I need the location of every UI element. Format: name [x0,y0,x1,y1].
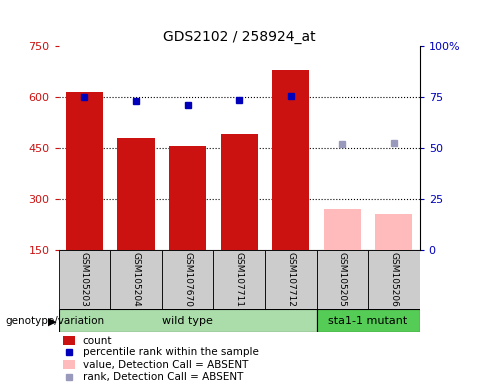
Bar [62,360,75,369]
Text: ▶: ▶ [48,316,56,326]
Text: value, Detection Call = ABSENT: value, Detection Call = ABSENT [82,359,248,369]
Bar [265,250,317,309]
Text: percentile rank within the sample: percentile rank within the sample [82,347,259,357]
Text: GSM107712: GSM107712 [286,252,295,307]
Bar [118,138,155,250]
Bar [317,250,368,309]
Title: GDS2102 / 258924_at: GDS2102 / 258924_at [163,30,315,44]
Text: sta1-1 mutant: sta1-1 mutant [328,316,407,326]
Bar [375,214,412,250]
Text: count: count [82,336,112,346]
Text: GSM107670: GSM107670 [183,252,192,307]
Bar [59,309,317,332]
Bar [162,250,213,309]
Bar [62,336,75,345]
Bar [368,250,420,309]
Bar [272,70,309,250]
Bar [221,134,258,250]
Bar [324,209,361,250]
Bar [213,250,265,309]
Bar [169,146,206,250]
Bar [317,309,420,332]
Bar [110,250,162,309]
Text: GSM107711: GSM107711 [235,252,244,307]
Text: rank, Detection Call = ABSENT: rank, Detection Call = ABSENT [82,371,243,382]
Text: GSM105205: GSM105205 [338,252,347,307]
Text: genotype/variation: genotype/variation [5,316,104,326]
Text: GSM105204: GSM105204 [131,252,141,307]
Bar [66,92,103,250]
Text: GSM105203: GSM105203 [80,252,89,307]
Text: wild type: wild type [162,316,213,326]
Bar [59,250,110,309]
Text: GSM105206: GSM105206 [389,252,398,307]
